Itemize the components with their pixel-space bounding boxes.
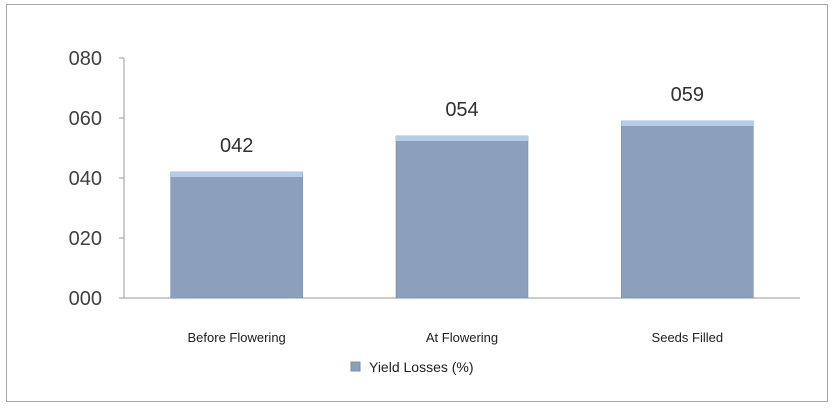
data-label: 042 (220, 135, 253, 157)
bar (621, 120, 754, 299)
category-label: Before Flowering (188, 330, 286, 345)
bars (170, 120, 754, 299)
bar-top-highlight (396, 136, 528, 141)
category-labels: Before Flowering At Flowering Seeds Filled (188, 330, 724, 345)
y-tick-label: 020 (69, 228, 102, 250)
category-label: Seeds Filled (652, 330, 724, 345)
data-label: 059 (671, 84, 704, 106)
bar (395, 135, 529, 299)
bar-top-highlight (621, 121, 754, 126)
legend-swatch (350, 361, 361, 372)
legend: Yield Losses (%) (350, 359, 474, 375)
legend-label: Yield Losses (%) (369, 359, 474, 375)
data-label: 054 (445, 99, 478, 121)
y-tick-labels: 000 020 040 060 080 (69, 48, 102, 310)
bar (170, 171, 303, 299)
y-tick-label: 000 (69, 288, 102, 310)
y-tick-label: 080 (69, 48, 102, 70)
category-label: At Flowering (426, 330, 498, 345)
data-labels: 042 054 059 (220, 84, 704, 157)
bar-top-highlight (170, 172, 303, 177)
y-tick-label: 040 (69, 168, 102, 190)
y-tick-label: 060 (69, 108, 102, 130)
